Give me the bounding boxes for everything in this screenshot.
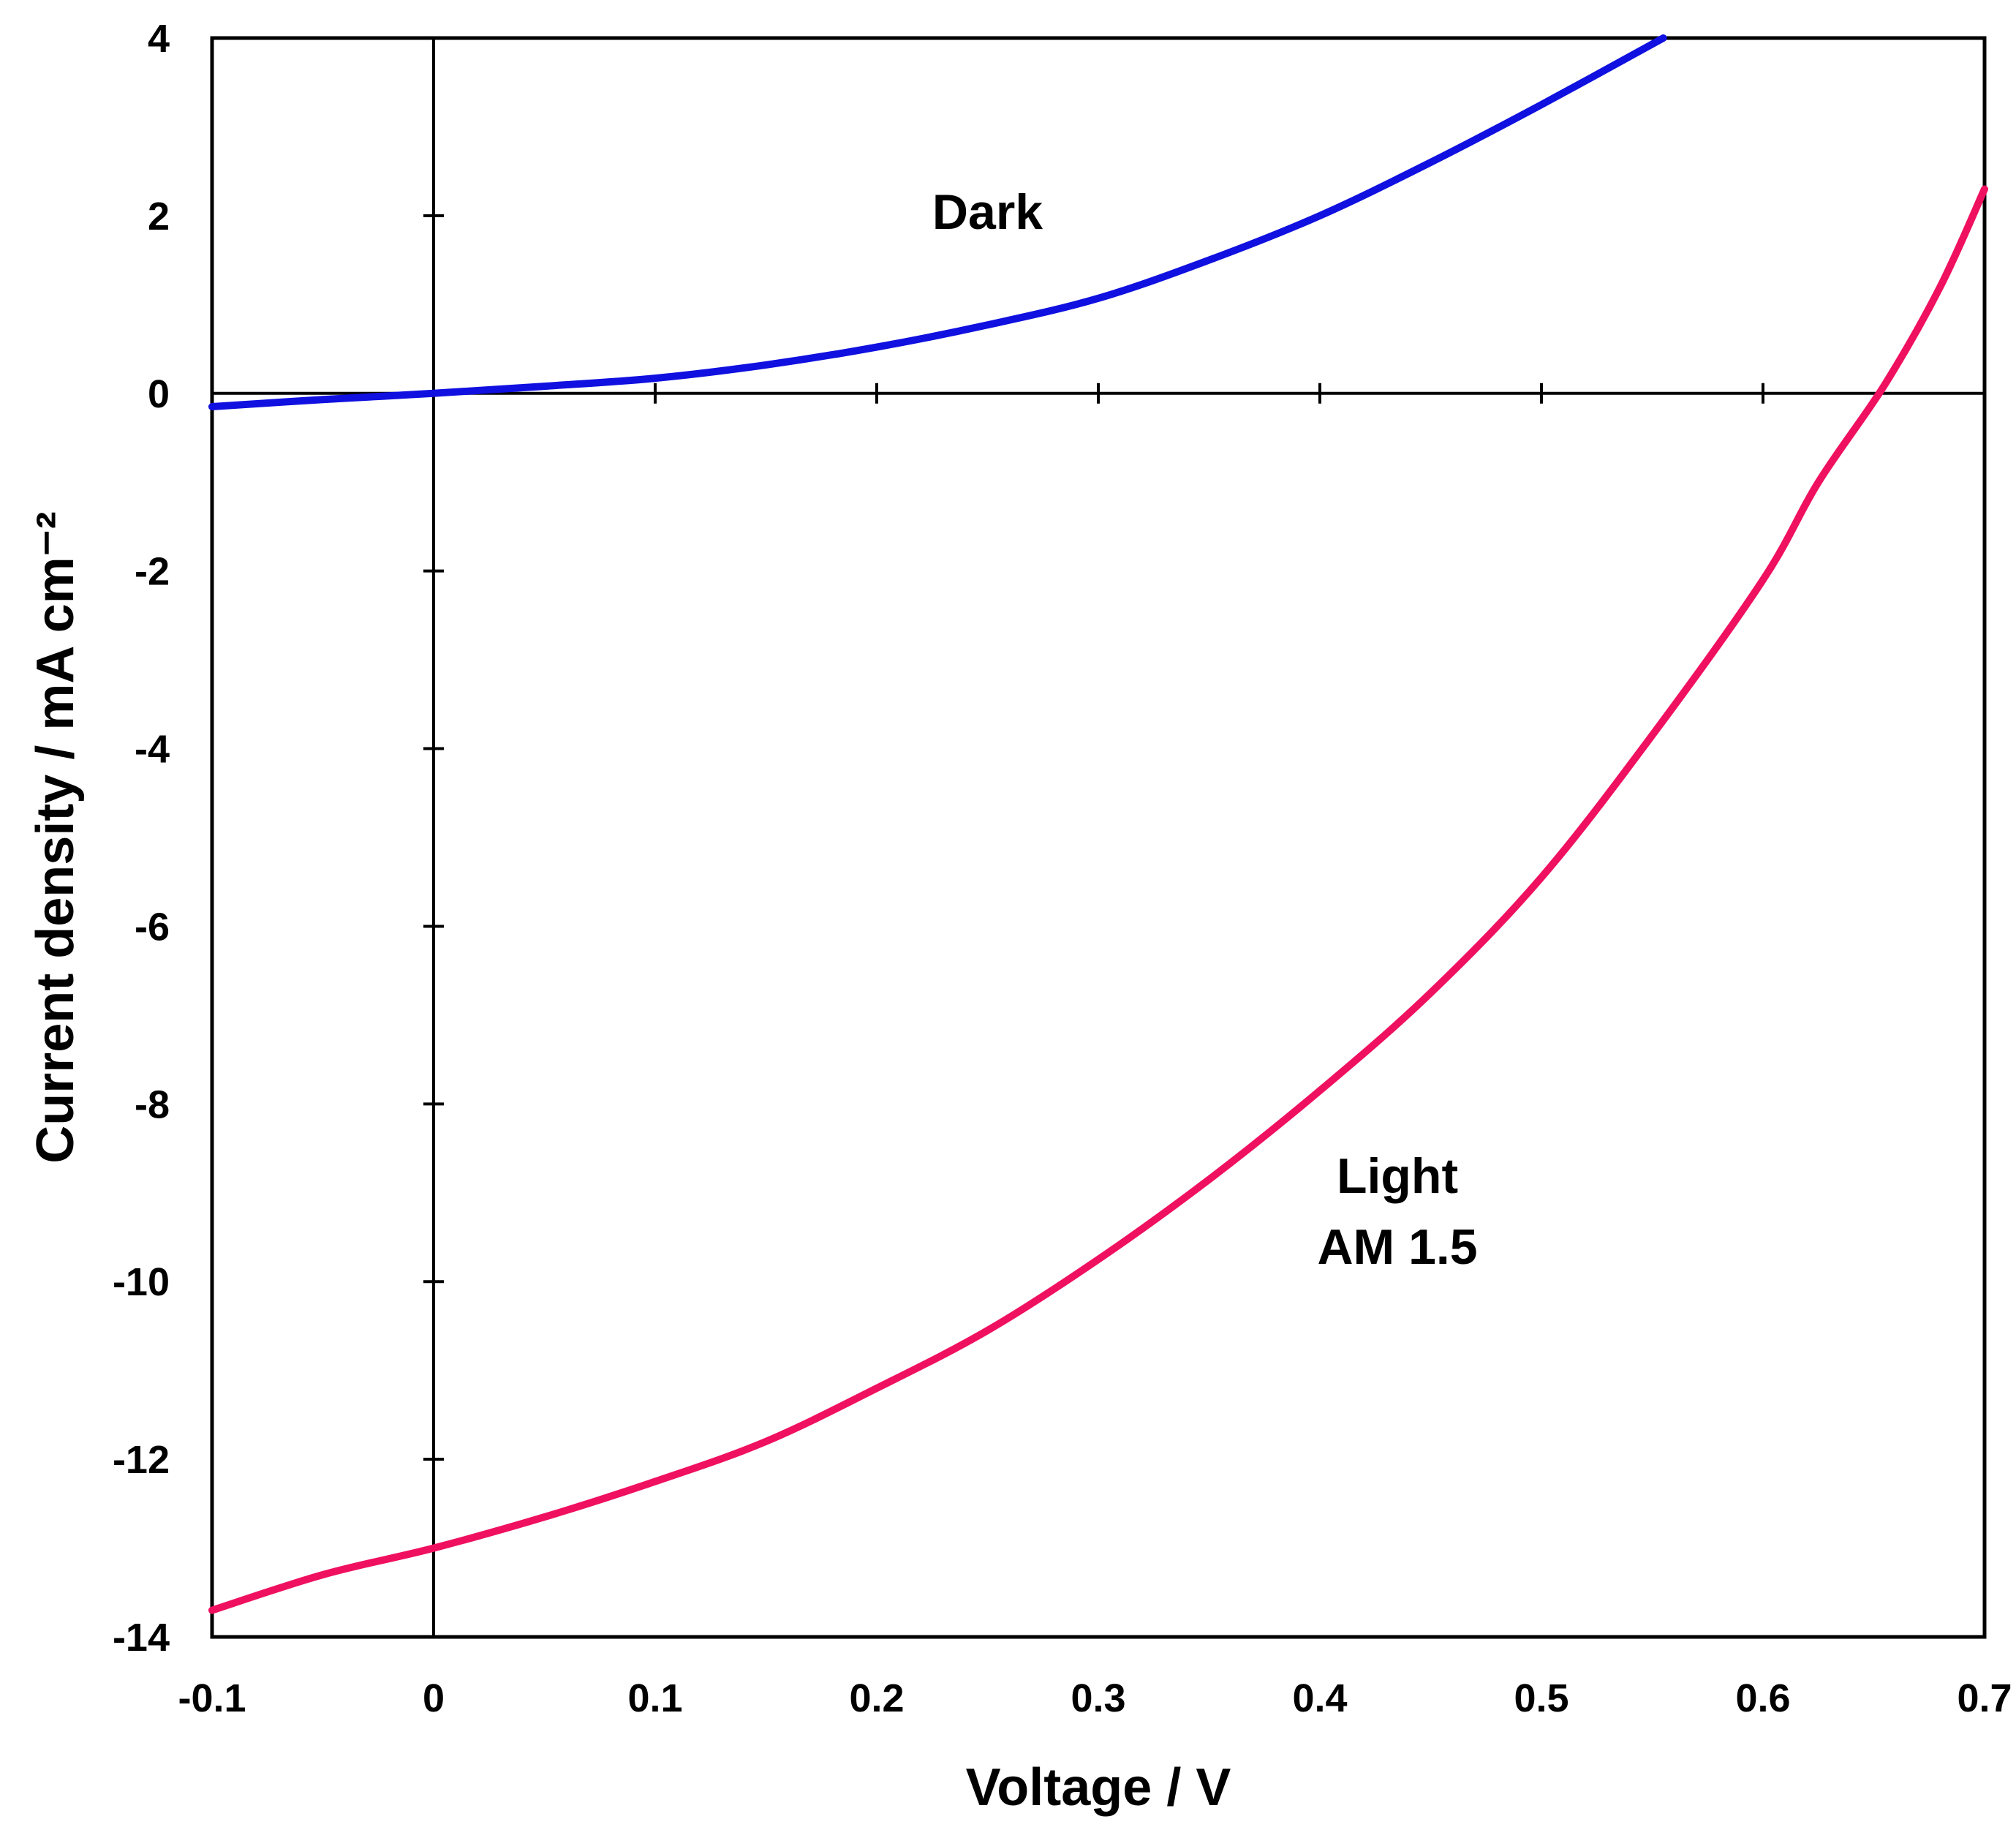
x-tick-label: 0.3 xyxy=(1071,1676,1125,1720)
light-curve-line xyxy=(208,185,1988,1614)
y-tick-label: -4 xyxy=(135,728,170,772)
y-tick-label: -10 xyxy=(113,1260,170,1304)
x-tick-label: 0.7 xyxy=(1957,1676,2012,1720)
y-axis-title: Current density / mA cm⁻² xyxy=(26,511,85,1164)
x-tick-label: 0.2 xyxy=(849,1676,904,1720)
light-annotation: Light xyxy=(1337,1148,1458,1204)
x-tick-label: 0.1 xyxy=(627,1676,682,1720)
x-tick-label: 0 xyxy=(423,1676,445,1720)
plot-area-frame xyxy=(210,36,1987,1639)
y-tick-label: -12 xyxy=(113,1438,170,1482)
y-tick-label: -8 xyxy=(135,1082,170,1126)
am15-annotation: AM 1.5 xyxy=(1317,1219,1477,1275)
x-tick-label: -0.1 xyxy=(178,1676,246,1720)
y-tick-label: 0 xyxy=(148,372,170,416)
x-tick-label: 0.6 xyxy=(1735,1676,1790,1720)
x-axis-title: Voltage / V xyxy=(966,1758,1231,1817)
x-tick-label: 0.5 xyxy=(1514,1676,1568,1720)
y-tick-label: -2 xyxy=(135,550,170,594)
y-tick-label: -6 xyxy=(135,905,170,949)
y-tick-label: 4 xyxy=(148,17,170,61)
y-tick-label: -14 xyxy=(113,1616,170,1660)
x-tick-label: 0.4 xyxy=(1292,1676,1347,1720)
dark-curve-line xyxy=(208,34,1667,410)
y-tick-label: 2 xyxy=(148,195,170,238)
dark-annotation: Dark xyxy=(932,184,1043,240)
